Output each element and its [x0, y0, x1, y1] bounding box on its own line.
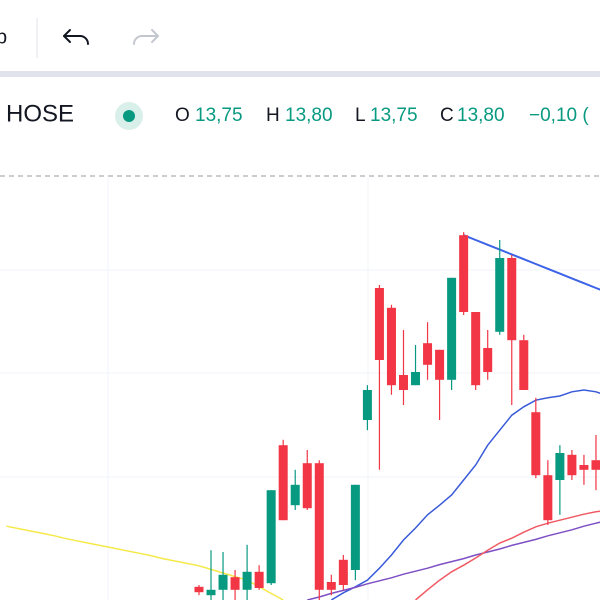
- high-value: 13,80: [285, 105, 333, 126]
- indicator-line: [307, 521, 600, 600]
- indicator-line: [463, 234, 600, 291]
- candle-body: [507, 258, 517, 341]
- candle-body: [230, 577, 240, 590]
- candle-body: [483, 348, 493, 372]
- candle-body: [290, 484, 300, 506]
- candle-body: [555, 453, 565, 480]
- candle-body: [194, 586, 204, 593]
- symbol-label[interactable]: HOSE: [6, 100, 74, 127]
- candle-body: [302, 463, 312, 509]
- toolbar-text[interactable]: p: [0, 26, 7, 48]
- panel-divider: [0, 71, 600, 77]
- candle-body: [350, 484, 360, 570]
- candle-body: [398, 375, 408, 390]
- candle-body: [338, 559, 348, 585]
- candle-body: [543, 475, 553, 521]
- candle-body: [411, 372, 421, 386]
- candle-body: [326, 582, 336, 590]
- candle-body: [531, 412, 541, 476]
- candle-body: [471, 312, 481, 386]
- redo-button[interactable]: [133, 29, 159, 45]
- high-label: H: [266, 105, 280, 126]
- candle-body: [423, 343, 433, 365]
- plot-area: [6, 232, 600, 600]
- candle-body: [519, 340, 529, 390]
- candle-body: [567, 454, 577, 476]
- indicator-line: [415, 510, 600, 600]
- candle-body: [386, 307, 396, 386]
- candle-body: [374, 288, 384, 360]
- candle-body: [314, 463, 324, 590]
- open-value: 13,75: [195, 105, 243, 126]
- candle-body: [495, 258, 505, 332]
- candle-body: [435, 349, 445, 380]
- candle-body: [206, 589, 216, 596]
- candle-body: [362, 390, 372, 420]
- undo-icon-tail: [63, 35, 89, 45]
- status-dot: [123, 110, 135, 122]
- change-value: −0,10 (: [529, 105, 589, 126]
- candle-body: [254, 571, 264, 588]
- candle-body: [459, 235, 469, 312]
- close-value: 13,80: [457, 105, 505, 126]
- candle-body: [242, 571, 252, 590]
- candle-body: [218, 574, 228, 590]
- candle-body: [447, 277, 457, 380]
- candle-body: [591, 460, 600, 470]
- candle-body: [266, 490, 276, 584]
- low-label: L: [355, 105, 366, 126]
- candle-body: [579, 465, 589, 470]
- candle-body: [278, 445, 288, 521]
- indicator-line: [330, 389, 600, 600]
- low-value: 13,75: [370, 105, 418, 126]
- open-label: O: [175, 105, 190, 126]
- undo-button[interactable]: [63, 29, 89, 45]
- redo-icon-tail: [133, 35, 159, 45]
- close-label: C: [440, 105, 454, 126]
